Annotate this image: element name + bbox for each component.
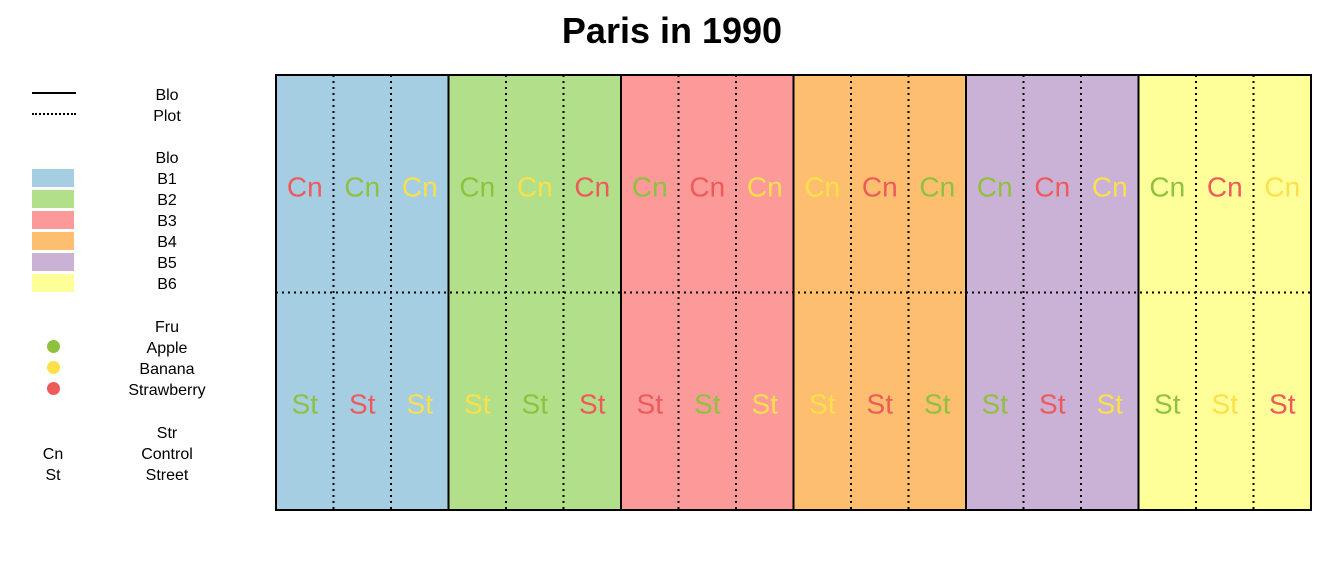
- cell-label-st: St: [867, 389, 894, 420]
- legend-block-label-b1: B1: [157, 171, 177, 188]
- cell-label-cn: Cn: [459, 172, 495, 203]
- legend-lines-label: Plot: [153, 108, 181, 125]
- legend-swatch-b4: [32, 232, 74, 250]
- cell-label-st: St: [924, 389, 951, 420]
- cell-label-st: St: [522, 389, 549, 420]
- legend-swatch-b3: [32, 211, 74, 229]
- cell-label-st: St: [809, 389, 836, 420]
- legend-dotted-line: [32, 113, 76, 115]
- legend-swatch-b2: [32, 190, 74, 208]
- legend-fruit-label-banana: Banana: [139, 361, 195, 378]
- cell-label-cn: Cn: [862, 172, 898, 203]
- block-b1: [276, 75, 449, 510]
- block-b4: [793, 75, 966, 510]
- legend-blocks-heading: Blo: [155, 150, 179, 167]
- cell-label-st: St: [1212, 389, 1239, 420]
- chart-title: Paris in 1990: [561, 10, 783, 51]
- cell-label-st: St: [464, 389, 491, 420]
- cell-label-cn: Cn: [919, 172, 955, 203]
- legend-street-label-control: Control: [141, 446, 193, 463]
- legend-block-label-b3: B3: [157, 213, 177, 230]
- legend-street-code-street: St: [45, 467, 61, 484]
- cell-label-cn: Cn: [344, 172, 380, 203]
- cell-label-st: St: [982, 389, 1009, 420]
- cell-label-st: St: [752, 389, 779, 420]
- cell-label-st: St: [637, 389, 664, 420]
- legend-dot-banana: [47, 361, 60, 374]
- cell-label-cn: Cn: [1264, 172, 1300, 203]
- cell-label-st: St: [1269, 389, 1296, 420]
- cell-label-cn: Cn: [977, 172, 1013, 203]
- cell-label-cn: Cn: [402, 172, 438, 203]
- cell-label-cn: Cn: [1149, 172, 1185, 203]
- cell-label-cn: Cn: [804, 172, 840, 203]
- legend-block-label-b4: B4: [157, 234, 177, 251]
- cell-label-st: St: [407, 389, 434, 420]
- cell-label-st: St: [1097, 389, 1124, 420]
- legend-swatch-b6: [32, 274, 74, 292]
- cell-label-st: St: [579, 389, 606, 420]
- legend-street-code-control: Cn: [42, 446, 64, 463]
- legend-block-label-b2: B2: [157, 192, 177, 209]
- cell-label-cn: Cn: [1207, 172, 1243, 203]
- block-b5: [966, 75, 1139, 510]
- cell-label-cn: Cn: [632, 172, 668, 203]
- cell-label-st: St: [1039, 389, 1066, 420]
- cell-label-st: St: [1154, 389, 1181, 420]
- legend-swatch-b5: [32, 253, 74, 271]
- cell-label-cn: Cn: [1092, 172, 1128, 203]
- cell-label-cn: Cn: [689, 172, 725, 203]
- legend-dot-strawberry: [47, 382, 60, 395]
- cell-label-cn: Cn: [287, 172, 323, 203]
- legend-block-label-b6: B6: [157, 276, 177, 293]
- legend-fruits-heading: Fru: [155, 319, 179, 336]
- cell-label-cn: Cn: [747, 172, 783, 203]
- legend-fruit-label-strawberry: Strawberry: [128, 382, 206, 399]
- cell-label-st: St: [349, 389, 376, 420]
- cell-label-st: St: [694, 389, 721, 420]
- block-b3: [621, 75, 794, 510]
- legend-block-label-b5: B5: [157, 255, 177, 272]
- legend-solid-line: [32, 92, 76, 94]
- cell-label-cn: Cn: [1034, 172, 1070, 203]
- legend-lines-heading: Blo: [155, 87, 179, 104]
- legend-street-heading: Str: [156, 425, 178, 442]
- legend-fruit-label-apple: Apple: [146, 340, 188, 357]
- cell-label-cn: Cn: [574, 172, 610, 203]
- cell-label-cn: Cn: [517, 172, 553, 203]
- legend-street-label-street: Street: [145, 467, 189, 484]
- cell-label-st: St: [292, 389, 319, 420]
- legend-dot-apple: [47, 340, 60, 353]
- plot-border: [275, 74, 1312, 511]
- legend-swatch-b1: [32, 169, 74, 187]
